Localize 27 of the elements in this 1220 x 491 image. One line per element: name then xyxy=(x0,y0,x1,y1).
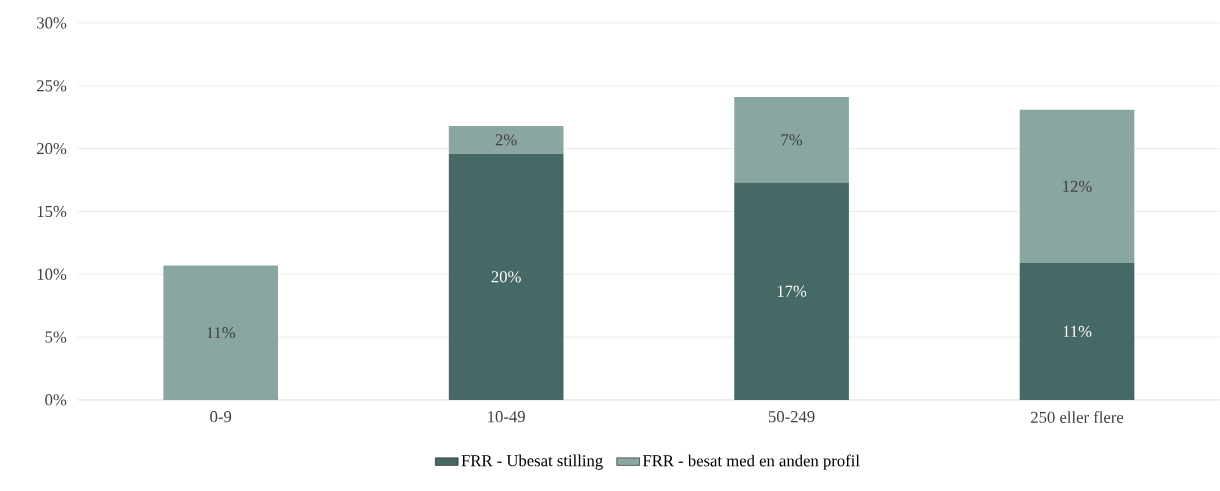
bar xyxy=(448,126,564,154)
bar xyxy=(734,182,849,400)
bar xyxy=(448,153,564,400)
x-tick-label: 50-249 xyxy=(768,411,815,423)
legend-label: FRR - Ubesat stilling xyxy=(461,454,603,470)
data-label: 20% xyxy=(491,271,521,283)
x-tick-label: 10-49 xyxy=(488,411,525,423)
legend-label: FRR - besat med en anden profil xyxy=(642,454,860,470)
y-tick-label: 0% xyxy=(45,394,67,406)
y-tick-label: 10% xyxy=(37,268,67,280)
data-label: 17% xyxy=(777,285,807,297)
bar xyxy=(1019,263,1135,400)
data-label: 7% xyxy=(781,134,803,146)
y-tick-label: 30% xyxy=(37,17,67,29)
x-tick-label: 250 eller flere xyxy=(1031,411,1124,424)
y-tick-label: 15% xyxy=(37,205,67,218)
bar xyxy=(1019,109,1135,264)
data-label: 11% xyxy=(207,327,236,339)
data-label: 12% xyxy=(1063,180,1092,193)
bar xyxy=(163,265,279,400)
y-tick-label: 20% xyxy=(37,143,67,155)
data-label: 2% xyxy=(495,134,517,146)
data-label: 11% xyxy=(1063,325,1092,338)
bar xyxy=(734,97,849,183)
y-tick-label: 25% xyxy=(37,80,67,92)
y-tick-label: 5% xyxy=(45,331,67,343)
x-tick-label: 0-9 xyxy=(210,411,232,423)
